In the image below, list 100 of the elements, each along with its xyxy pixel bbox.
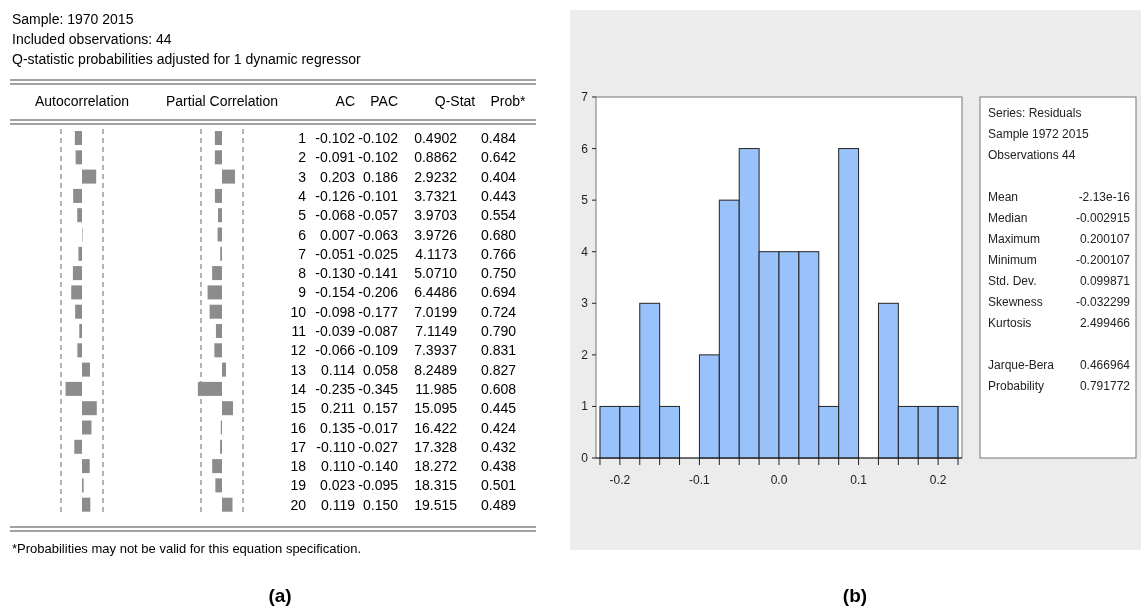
bar bbox=[214, 343, 222, 358]
text: 3.9726 bbox=[414, 226, 458, 243]
text: 7.3937 bbox=[414, 342, 458, 359]
y-tick-label: 15 bbox=[290, 400, 307, 417]
text: Observations 44 bbox=[988, 148, 1076, 162]
y-tick-label: 10 bbox=[290, 303, 307, 320]
data-label: -0.110 bbox=[316, 438, 356, 455]
bar bbox=[209, 304, 222, 319]
data-label: -0.101 bbox=[358, 187, 399, 204]
y-tick-label: 17 bbox=[290, 438, 307, 455]
text: 0.694 bbox=[480, 284, 517, 301]
data-label: -0.087 bbox=[358, 323, 399, 339]
text: 0.790 bbox=[480, 323, 517, 339]
y-tick-label: 5 bbox=[298, 207, 307, 224]
data-label: -0.063 bbox=[358, 226, 399, 243]
chart-title: Autocorrelation bbox=[34, 93, 130, 109]
text: Q-Stat bbox=[434, 93, 476, 109]
text: 0.827 bbox=[480, 361, 517, 378]
data-label: -0.130 bbox=[315, 265, 356, 282]
bar bbox=[214, 150, 222, 165]
text: Probability 0.791772 bbox=[988, 379, 1130, 393]
data-label: 0.203 bbox=[319, 168, 356, 185]
data-label: 0.157 bbox=[362, 400, 399, 417]
bar bbox=[78, 246, 82, 261]
y-tick-label: 8 bbox=[298, 265, 307, 282]
bar bbox=[72, 266, 82, 281]
text: 0.750 bbox=[480, 265, 517, 282]
text: 0.831 bbox=[480, 342, 517, 359]
text: Kurtosis 2.499466 bbox=[988, 316, 1130, 330]
text: 17.328 bbox=[414, 438, 458, 455]
text: PAC bbox=[370, 93, 398, 109]
data-label: 0.023 bbox=[319, 477, 356, 494]
data-label: 0.007 bbox=[319, 226, 356, 243]
data-label: 0.119 bbox=[321, 496, 356, 513]
bar bbox=[215, 324, 222, 338]
text: 0.445 bbox=[480, 400, 517, 417]
y-tick-label: 6 bbox=[298, 226, 307, 243]
y-tick-label: 19 bbox=[290, 477, 307, 494]
data-label: -0.154 bbox=[315, 284, 356, 301]
text: 0.8862 bbox=[414, 149, 458, 166]
y-tick-label: 20 bbox=[290, 496, 307, 513]
bar bbox=[222, 362, 227, 377]
bar bbox=[74, 131, 82, 145]
bar bbox=[75, 150, 82, 165]
text: 0.680 bbox=[480, 226, 517, 243]
text: 7.0199 bbox=[414, 303, 458, 320]
data-label: -0.102 bbox=[358, 130, 399, 146]
bar bbox=[82, 459, 90, 474]
text: AC bbox=[335, 93, 355, 109]
data-label: -0.057 bbox=[358, 207, 399, 224]
text: 0.608 bbox=[480, 380, 517, 397]
text: 16.422 bbox=[414, 419, 458, 436]
text: 0.766 bbox=[480, 245, 517, 262]
text: 0.489 bbox=[480, 496, 517, 513]
text: 19.515 bbox=[414, 496, 458, 513]
data-label: -0.126 bbox=[315, 187, 356, 204]
bar bbox=[82, 420, 92, 435]
data-label: -0.017 bbox=[358, 419, 399, 436]
text: 0.642 bbox=[480, 149, 517, 166]
bar bbox=[77, 208, 82, 223]
text: 8.2489 bbox=[414, 361, 458, 378]
text: 4.1173 bbox=[415, 245, 458, 262]
y-tick-label: 2 bbox=[581, 347, 589, 362]
bar bbox=[65, 381, 82, 396]
data-label: -0.098 bbox=[315, 303, 356, 320]
y-tick-label: 13 bbox=[290, 361, 307, 378]
text: 0.404 bbox=[480, 168, 517, 185]
text: Median -0.002915 bbox=[988, 211, 1130, 225]
data-label: -0.027 bbox=[358, 438, 399, 455]
text: Sample: 1970 2015 bbox=[12, 11, 134, 27]
text: 0.501 bbox=[480, 477, 517, 494]
text: Q-statistic probabilities adjusted for 1 dynamic regressor bbox=[12, 51, 361, 67]
x-tick-label: 0.2 bbox=[929, 473, 947, 487]
bar bbox=[79, 324, 82, 338]
bar bbox=[75, 304, 82, 319]
bar bbox=[212, 266, 222, 281]
bar bbox=[222, 401, 233, 416]
text: 3.7321 bbox=[414, 187, 458, 204]
bar bbox=[82, 401, 97, 416]
data-label: -0.235 bbox=[315, 380, 356, 397]
text: Jarque-Bera 0.466964 bbox=[988, 358, 1130, 372]
bar bbox=[214, 131, 222, 145]
data-label: 0.114 bbox=[321, 361, 356, 378]
data-label: -0.095 bbox=[358, 477, 399, 494]
text: (b) bbox=[842, 585, 868, 606]
data-label: 0.058 bbox=[362, 361, 399, 378]
text: 6.4486 bbox=[414, 284, 458, 301]
data-label: -0.109 bbox=[358, 342, 399, 359]
text: 0.424 bbox=[480, 419, 517, 436]
data-label: 0.186 bbox=[362, 168, 399, 185]
text: 0.4902 bbox=[414, 130, 458, 146]
text: 7.1149 bbox=[415, 323, 458, 339]
bar bbox=[77, 343, 82, 358]
y-tick-label: 1 bbox=[298, 130, 307, 146]
text: 11.985 bbox=[415, 380, 458, 397]
y-tick-label: 3 bbox=[581, 296, 589, 311]
bar bbox=[73, 188, 82, 203]
x-tick-label: -0.2 bbox=[609, 473, 631, 487]
text: 18.315 bbox=[414, 477, 458, 494]
data-label: -0.177 bbox=[358, 303, 399, 320]
